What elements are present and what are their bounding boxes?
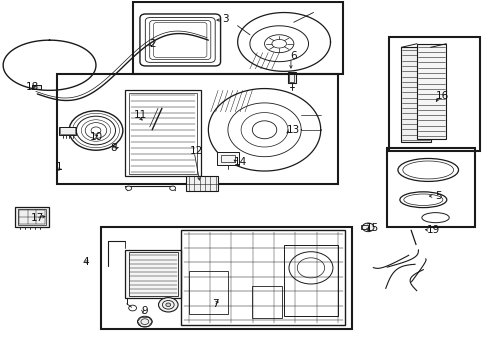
Bar [181, 230, 345, 325]
Text: 4: 4 [83, 257, 90, 267]
Bar [417, 44, 446, 139]
Ellipse shape [159, 298, 178, 312]
Bar [32, 85, 41, 89]
Text: 6: 6 [291, 51, 297, 61]
Text: 2: 2 [149, 39, 155, 49]
Bar [290, 73, 294, 82]
Ellipse shape [362, 223, 374, 231]
Bar [59, 127, 76, 135]
Text: 17: 17 [31, 213, 44, 222]
Bar [387, 148, 475, 226]
Text: 11: 11 [133, 111, 147, 121]
Bar [60, 127, 75, 134]
Bar [389, 37, 480, 151]
Bar [133, 3, 343, 74]
Bar [189, 271, 228, 315]
Text: 1: 1 [56, 162, 63, 172]
Ellipse shape [138, 316, 152, 327]
Bar [129, 252, 178, 296]
Bar [18, 209, 46, 225]
Bar [125, 90, 201, 176]
Text: 18: 18 [26, 82, 39, 92]
Text: 16: 16 [436, 91, 449, 101]
Text: 3: 3 [222, 14, 229, 24]
Bar [401, 47, 431, 142]
Bar [101, 226, 352, 329]
Text: 12: 12 [190, 146, 203, 156]
Bar [252, 286, 282, 318]
Text: 13: 13 [287, 125, 300, 135]
Text: 8: 8 [110, 143, 117, 153]
Bar [15, 207, 49, 226]
Bar [361, 225, 368, 229]
Text: 19: 19 [426, 225, 440, 235]
Ellipse shape [170, 186, 175, 190]
Bar [217, 152, 239, 165]
Bar [125, 250, 181, 298]
Bar [129, 93, 197, 174]
Text: 15: 15 [366, 224, 379, 233]
Bar [57, 74, 338, 184]
Text: 14: 14 [234, 157, 247, 167]
Text: 10: 10 [89, 132, 102, 142]
Text: 7: 7 [212, 299, 219, 309]
Ellipse shape [126, 186, 132, 190]
Bar [220, 155, 235, 162]
Text: 5: 5 [435, 191, 441, 201]
Ellipse shape [166, 303, 171, 307]
Bar [284, 244, 338, 316]
Text: 9: 9 [142, 306, 148, 316]
Bar [186, 176, 218, 191]
Bar [288, 72, 296, 83]
